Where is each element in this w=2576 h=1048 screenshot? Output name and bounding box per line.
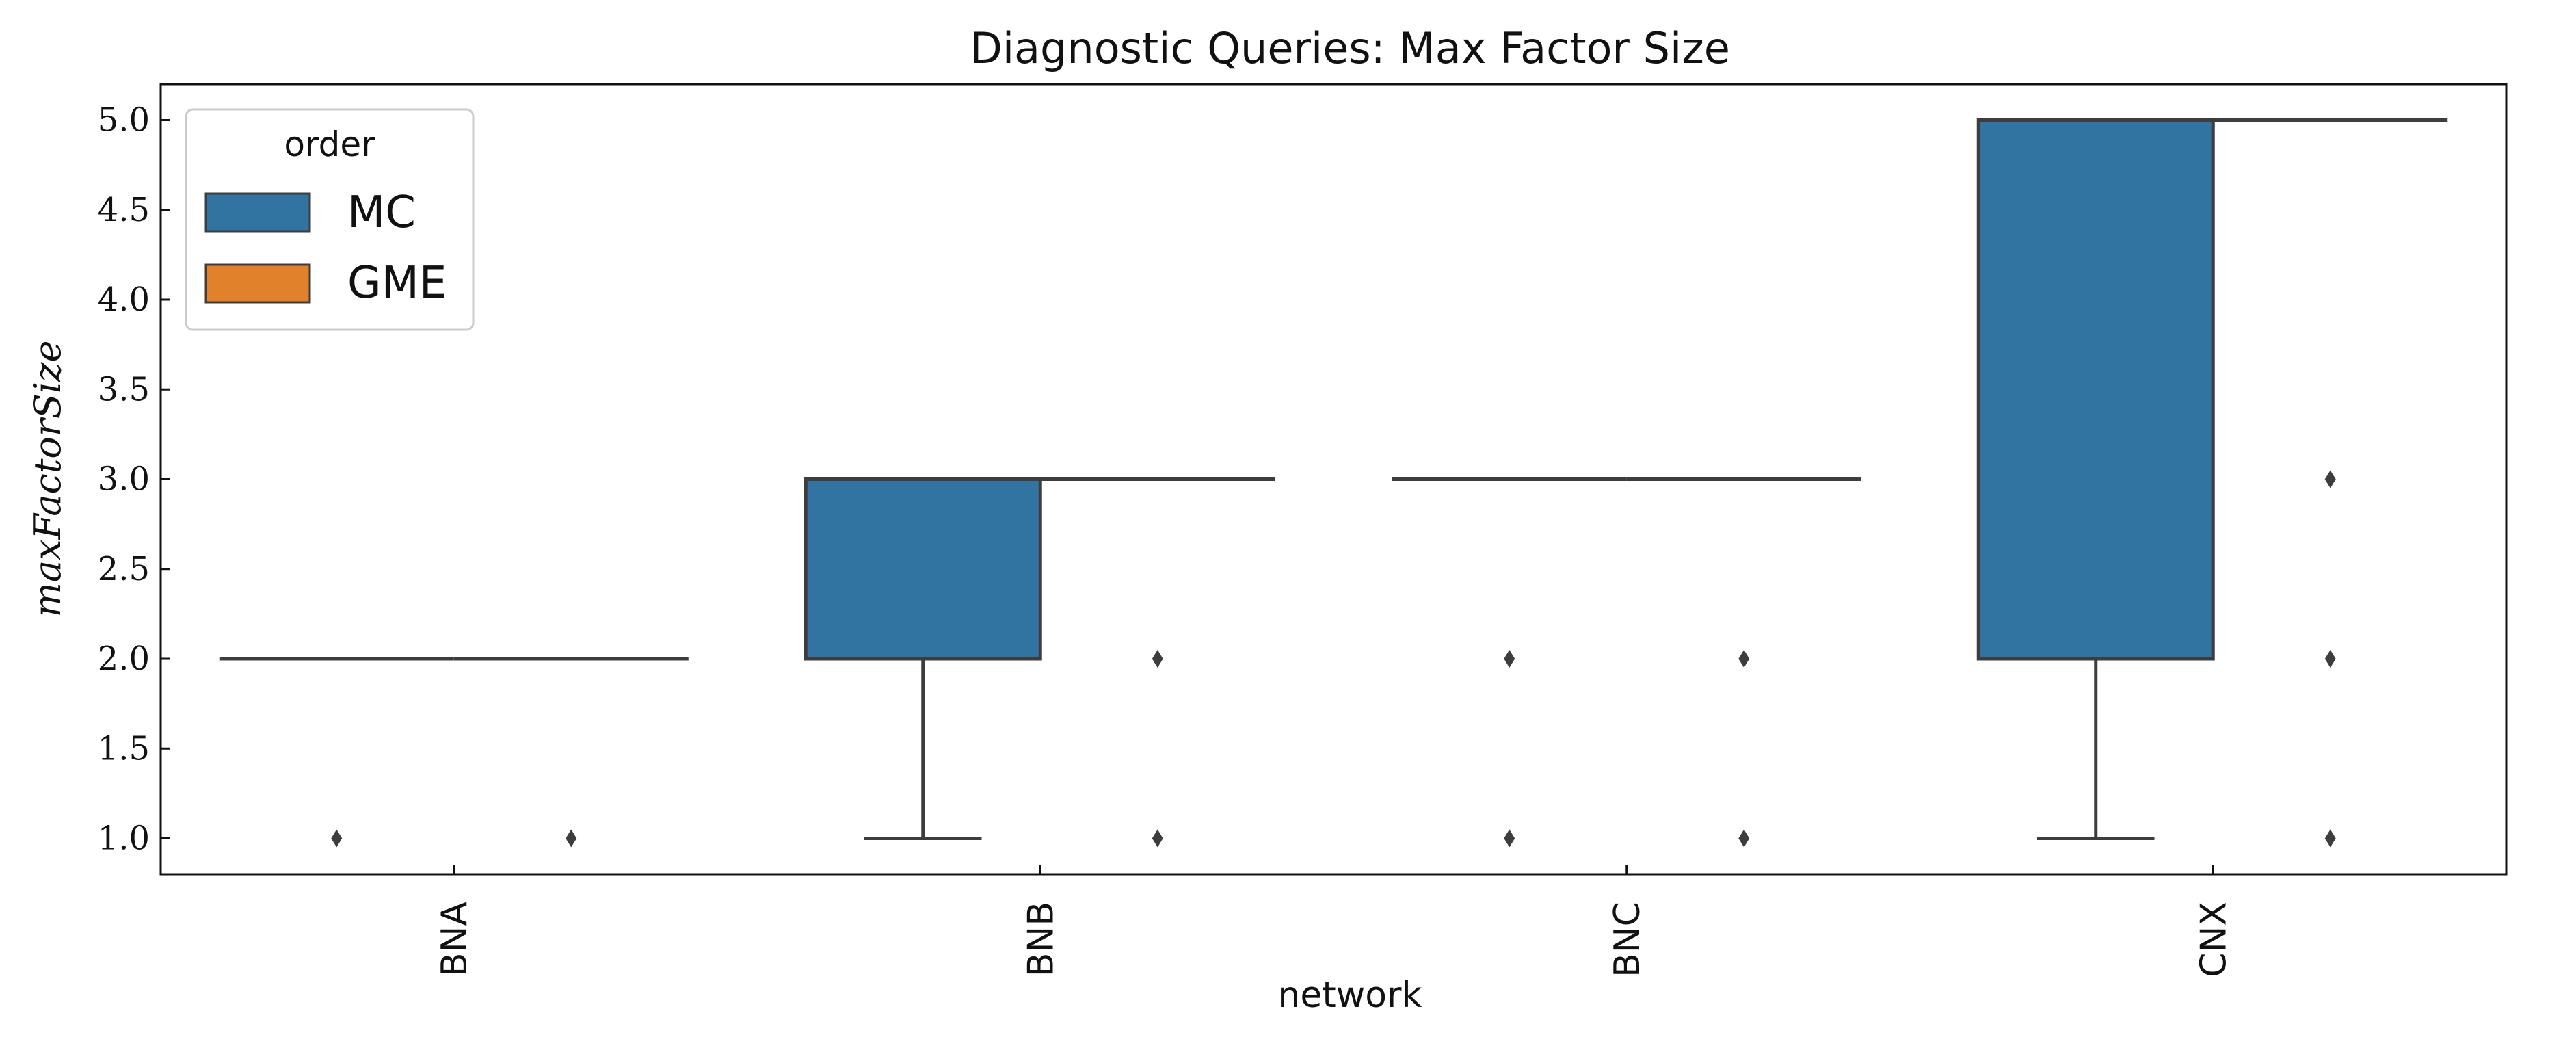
outlier-gme-bnc [1738,650,1750,668]
y-axis-label: maxFactorSize [26,341,69,618]
y-tick-label: 5.0 [98,101,150,140]
outlier-gme-bnc [1738,829,1750,848]
y-tick-label: 2.5 [98,550,150,588]
x-axis-ticks: BNA BNB BNC CNX [434,865,2234,978]
outlier-mc-bnc [1504,650,1515,668]
y-tick-label: 3.5 [98,370,150,408]
y-tick-label: 1.0 [98,820,150,858]
x-tick-label: BNC [1607,902,1648,978]
outlier-gme-bna [566,829,577,848]
legend-title: order [284,125,375,164]
outlier-gme-bnb [1152,650,1163,668]
x-tick-label: CNX [2193,902,2234,978]
outlier-gme-cnx [2324,829,2336,848]
y-tick-label: 4.0 [98,280,150,319]
outlier-gme-cnx [2324,650,2336,668]
legend-label-gme: GME [347,258,447,309]
y-axis-ticks: 1.0 1.5 2.0 2.5 3.0 3.5 4.0 4.5 5.0 [98,101,170,858]
legend: order MC GME [185,108,475,331]
box-mc-cnx [1976,118,2215,661]
outlier-mc-bnc [1504,829,1515,848]
y-tick-label: 3.0 [98,460,150,499]
y-tick-label: 1.5 [98,729,150,768]
legend-swatch-gme [204,263,311,304]
outlier-gme-cnx [2324,470,2336,488]
legend-swatch-mc [204,192,311,233]
outlier-mc-bna [331,829,343,848]
x-tick-label: BNB [1020,902,1061,977]
x-tick-label: BNA [434,902,475,978]
legend-label-mc: MC [347,187,416,238]
outlier-gme-bnb [1152,829,1163,848]
y-tick-label: 2.0 [98,640,150,678]
y-tick-label: 4.5 [98,191,150,229]
box-plot-marks [219,118,2448,848]
x-axis-label: network [1277,975,1422,1016]
box-mc-bnb [804,477,1042,661]
chart-title: Diagnostic Queries: Max Factor Size [970,23,1730,73]
